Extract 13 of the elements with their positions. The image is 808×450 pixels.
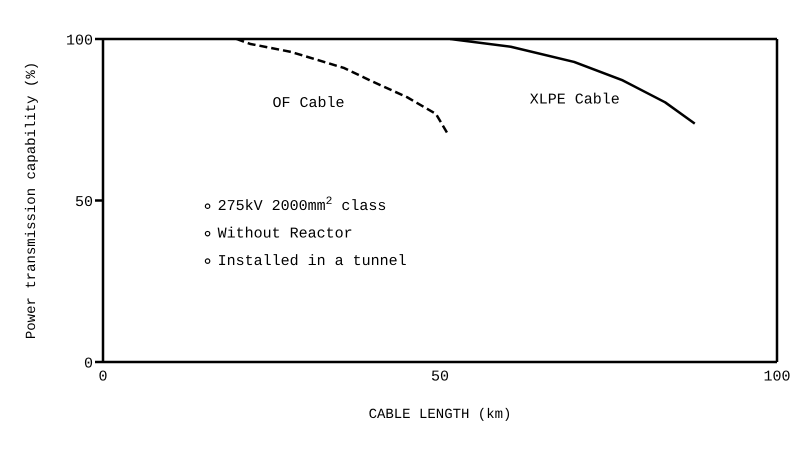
y-axis-title: Power transmission capability (%) xyxy=(24,62,40,340)
annotation: Without Reactor xyxy=(218,226,353,243)
y-tick-label: 50 xyxy=(74,194,93,211)
annotation: Installed in a tunnel xyxy=(218,253,407,270)
x-axis-title: CABLE LENGTH (km) xyxy=(368,407,512,423)
x-tick-label: 50 xyxy=(430,368,450,386)
annotation: 275kV 2000mm$^{2}$ class xyxy=(218,196,386,216)
series-label: XLPE Cable xyxy=(530,92,620,109)
series-label: OF Cable xyxy=(272,94,345,112)
y-tick-label: 0 xyxy=(84,355,93,372)
x-tick-label: 100 xyxy=(763,368,791,386)
y-tick-label: 100 xyxy=(66,32,93,50)
x-tick-label: 0 xyxy=(98,368,108,386)
